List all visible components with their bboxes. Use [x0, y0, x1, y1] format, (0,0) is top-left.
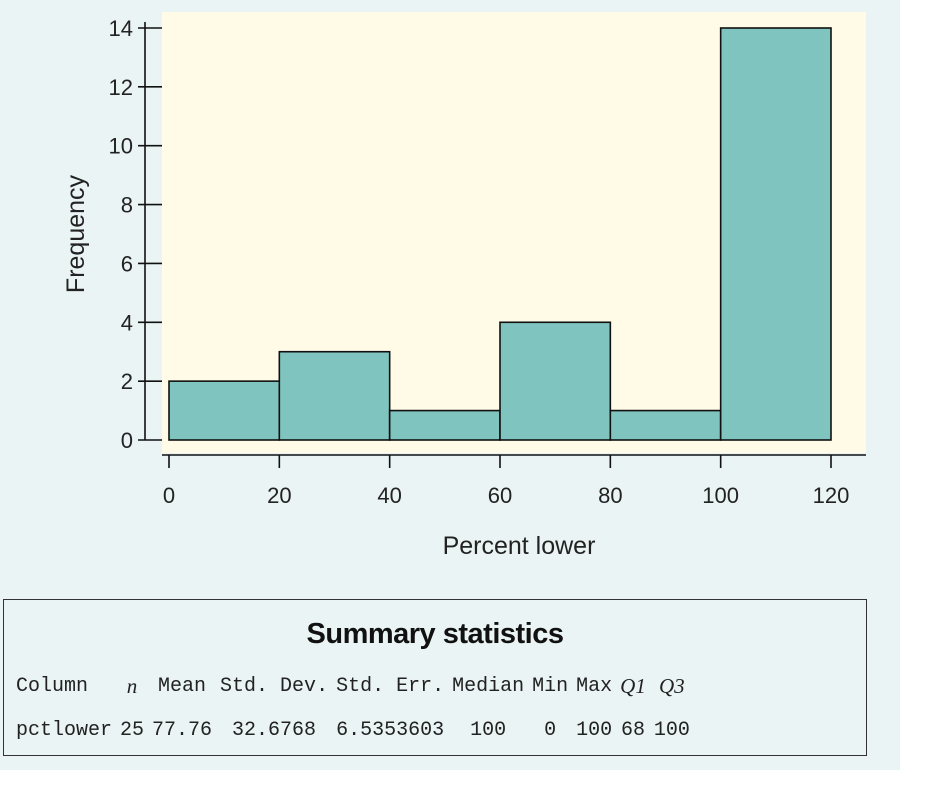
histogram-bars	[168, 27, 832, 441]
cell-median: 100	[470, 718, 507, 742]
y-tick-label-4: 4	[121, 310, 133, 335]
header-max: Max	[576, 674, 613, 698]
header-column: Column	[16, 674, 89, 698]
header-mean: Mean	[158, 674, 207, 698]
header-min: Min	[532, 674, 569, 698]
chart-panel: 0 2 4 6 8 10 12 14 0 20 40 60 80 100 120 Percent lower…	[0, 0, 900, 770]
header-q1: Q1	[620, 673, 646, 698]
y-tick-label-10: 10	[109, 134, 133, 159]
cell-column: pctlower	[16, 718, 113, 742]
histogram-bar-60-80	[499, 321, 612, 441]
cell-mean: 77.76	[152, 718, 213, 742]
histogram-bar-80-100	[609, 409, 722, 441]
x-tick-label-60: 60	[488, 483, 512, 508]
histogram-bar-20-40	[278, 350, 391, 441]
header-std-dev: Std. Dev.	[220, 674, 329, 698]
y-tick-label-0: 0	[121, 428, 133, 453]
summary-title: Summary statistics	[306, 618, 564, 650]
cell-q1: 68	[620, 718, 645, 742]
y-tick-label-8: 8	[121, 193, 133, 218]
cell-q3: 100	[653, 718, 690, 742]
cell-max: 100	[576, 718, 613, 742]
histogram-bar-0-20	[168, 380, 281, 441]
axes: 0 2 4 6 8 10 12 14 0 20 40 60 80 100 120	[109, 16, 866, 508]
x-tick-label-100: 100	[702, 483, 739, 508]
cell-min: 0	[544, 718, 557, 742]
x-axis-title: Percent lower	[443, 532, 596, 560]
histogram-chart: 0 2 4 6 8 10 12 14 0 20 40 60 80 100 120 Percent lower…	[62, 12, 866, 560]
histogram-bar-100-120	[719, 27, 832, 441]
y-tick-label-6: 6	[121, 251, 133, 276]
cell-n: 25	[120, 718, 145, 742]
x-tick-label-120: 120	[813, 483, 850, 508]
summary-header-row: Column n Mean Std. Dev. Std. Err. Median…	[12, 664, 694, 708]
header-n: n	[126, 673, 138, 698]
header-std-err: Std. Err.	[336, 674, 445, 698]
summary-statistics-box: Summary statistics Column n Mean Std. De…	[3, 599, 867, 756]
y-tick-label-12: 12	[109, 75, 133, 100]
y-axis-title: Frequency	[62, 174, 90, 293]
summary-data-row: pctlower 25 77.76 32.6768 6.5353603 100 …	[12, 708, 694, 752]
y-tick-label-2: 2	[121, 369, 133, 394]
x-tick-label-80: 80	[598, 483, 622, 508]
y-tick-label-14: 14	[109, 16, 133, 41]
histogram-bar-40-60	[388, 409, 501, 441]
summary-table: Column n Mean Std. Dev. Std. Err. Median…	[12, 664, 694, 752]
x-tick-label-20: 20	[267, 483, 291, 508]
x-tick-label-0: 0	[163, 483, 175, 508]
header-median: Median	[452, 674, 525, 698]
x-tick-label-40: 40	[377, 483, 401, 508]
cell-std-dev: 32.6768	[232, 718, 317, 742]
cell-std-err: 6.5353603	[336, 718, 445, 742]
header-q3: Q3	[659, 673, 685, 698]
